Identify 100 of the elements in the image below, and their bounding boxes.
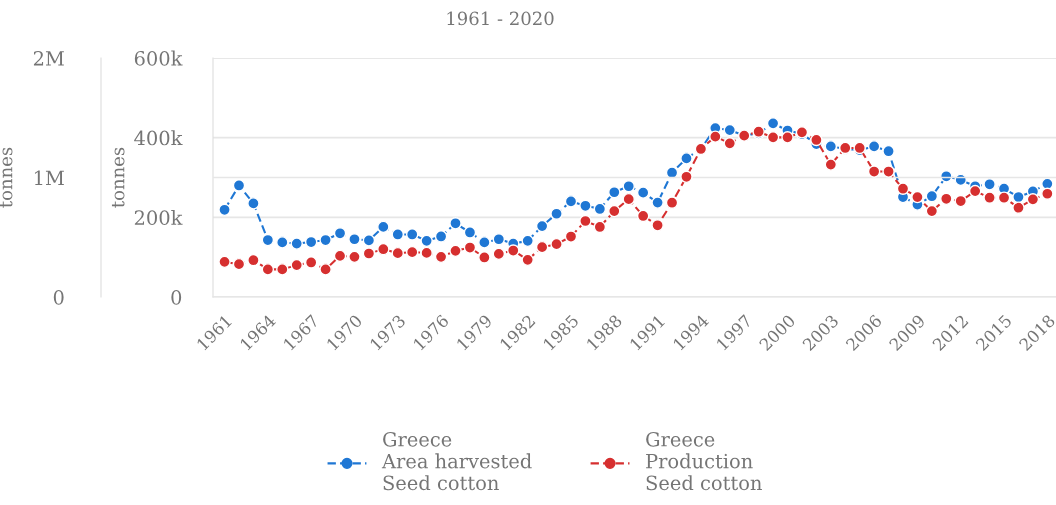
y2-tick-label: 1M [34, 170, 64, 185]
point [304, 235, 318, 249]
point [535, 219, 549, 233]
y-tick-label: 400k [134, 130, 183, 146]
point [348, 250, 361, 264]
point [449, 244, 462, 258]
point [680, 152, 693, 165]
point [665, 196, 679, 209]
point [622, 180, 635, 193]
point [1041, 187, 1054, 201]
point [290, 258, 303, 272]
point [810, 133, 823, 147]
point [521, 234, 534, 248]
point [463, 226, 477, 239]
point [405, 228, 419, 241]
point [579, 199, 592, 213]
legend-label: Greece Production Seed cotton [646, 431, 762, 491]
y-tick-label: 600k [134, 50, 183, 66]
point [478, 251, 491, 264]
point [651, 219, 664, 232]
point [709, 130, 722, 143]
point [506, 244, 520, 257]
point [766, 117, 780, 130]
point [867, 165, 881, 178]
y-tick-label: 200k [134, 209, 183, 225]
point [636, 186, 650, 199]
point [232, 257, 246, 271]
point [218, 255, 231, 269]
point [247, 197, 260, 210]
point [824, 158, 838, 171]
point [333, 249, 347, 263]
point [420, 234, 433, 248]
point [593, 202, 607, 216]
point [478, 236, 491, 249]
point [247, 253, 260, 267]
point [391, 246, 405, 260]
point [896, 182, 910, 195]
y-axis-title: tonnes [111, 147, 125, 208]
point [940, 170, 953, 183]
point [983, 178, 996, 191]
point [882, 144, 895, 158]
point [824, 140, 838, 153]
point [463, 241, 477, 254]
point [319, 263, 332, 276]
point [723, 137, 737, 150]
y-tick-label: 0 [171, 289, 182, 305]
point [997, 191, 1011, 204]
y2-axis-title: tonnes [0, 147, 13, 208]
point [564, 230, 578, 243]
point [391, 228, 405, 241]
point [377, 220, 390, 234]
legend-label: Greece Area harvested Seed cotton [381, 431, 532, 491]
point [579, 214, 592, 228]
y2-tick-label: 2M [33, 50, 64, 66]
point [925, 204, 939, 218]
point [651, 196, 664, 209]
point [261, 233, 275, 247]
point [449, 217, 462, 230]
point [377, 242, 390, 256]
point [304, 256, 318, 269]
point [420, 246, 433, 260]
point [680, 170, 693, 184]
point [1026, 193, 1040, 206]
point [781, 131, 794, 144]
point [1012, 190, 1025, 204]
point [940, 192, 953, 206]
point [1012, 201, 1025, 214]
point [723, 123, 737, 137]
point [276, 236, 289, 249]
point [434, 250, 448, 264]
point [867, 140, 881, 153]
point [261, 263, 275, 276]
point [535, 240, 549, 254]
point [521, 253, 534, 267]
point [636, 209, 650, 223]
point [882, 165, 895, 178]
point [232, 179, 246, 192]
point [911, 190, 924, 204]
point [968, 184, 982, 198]
point [954, 194, 967, 208]
point [290, 237, 303, 250]
point [333, 227, 347, 240]
point [276, 263, 289, 276]
chart-title: 1961 - 2020 [447, 11, 554, 26]
point [608, 204, 621, 218]
point [665, 166, 679, 179]
point [492, 232, 506, 246]
point [218, 203, 231, 217]
point [434, 230, 448, 243]
point [593, 220, 607, 234]
point [608, 185, 621, 199]
y2-tick-label: 0 [53, 289, 64, 305]
point [362, 234, 376, 247]
point [348, 232, 361, 246]
point [405, 245, 419, 259]
point [492, 247, 506, 261]
point [983, 191, 996, 204]
point [362, 247, 376, 260]
point [564, 195, 578, 208]
point [925, 189, 939, 203]
